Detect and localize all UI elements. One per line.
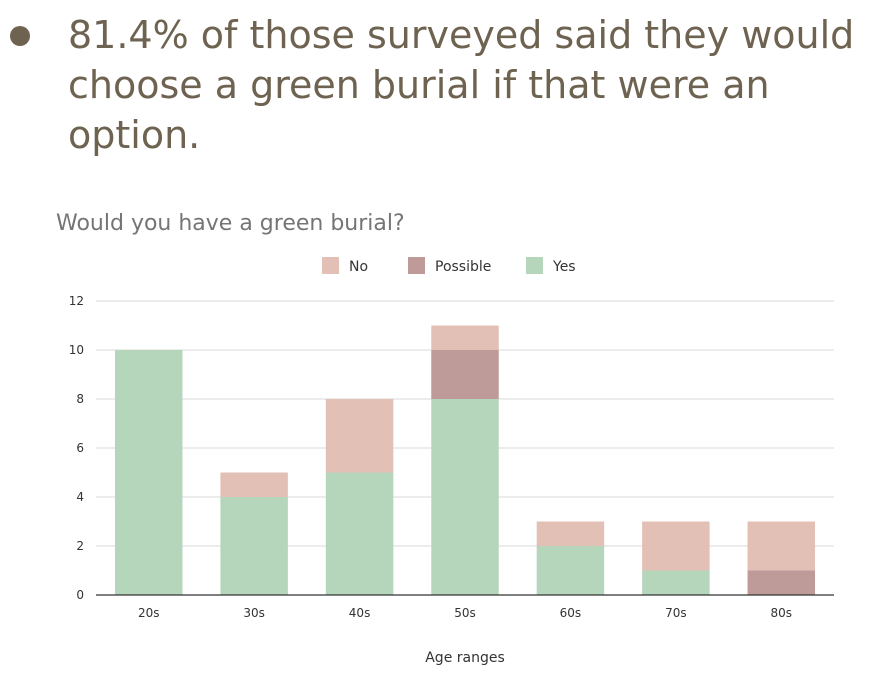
legend-label-yes: Yes (552, 259, 576, 275)
chart-svg: Would you have a green burial? No Possible… (56, 211, 834, 666)
bullet-point: 81.4% of those surveyed said they would … (0, 0, 876, 180)
y-tick-label: 0 (76, 588, 84, 602)
bar-no-60s (536, 521, 605, 546)
x-axis-title: Age ranges (425, 650, 505, 666)
bar-yes-60s (536, 546, 605, 595)
bullet-dot-icon (10, 26, 30, 46)
y-tick-label: 4 (76, 490, 84, 504)
chart-title: Would you have a green burial? (56, 211, 405, 236)
legend-swatch-possible (408, 257, 425, 274)
bar-no-50s (431, 325, 499, 350)
legend-swatch-no (322, 257, 339, 274)
x-tick-label: 30s (243, 606, 265, 620)
bar-no-30s (220, 472, 288, 497)
x-tick-label: 20s (138, 606, 160, 620)
bar-yes-20s (114, 350, 183, 595)
legend-label-possible: Possible (435, 259, 491, 275)
x-tick-label: 60s (560, 606, 582, 620)
bar-no-80s (747, 521, 816, 571)
x-tick-label: 70s (665, 606, 687, 620)
x-tick-label: 80s (771, 606, 793, 620)
y-tick-label: 12 (69, 294, 84, 308)
bar-yes-30s (220, 497, 288, 595)
legend-swatch-yes (526, 257, 543, 274)
y-tick-label: 10 (69, 343, 84, 357)
bar-possible-80s (747, 570, 816, 595)
legend-label-no: No (349, 259, 368, 275)
bar-yes-40s (325, 472, 394, 595)
bar-yes-50s (431, 399, 499, 595)
x-tick-label: 40s (349, 606, 371, 620)
y-tick-label: 2 (76, 539, 84, 553)
y-tick-label: 6 (76, 441, 84, 455)
bar-no-70s (642, 521, 710, 571)
bar-no-40s (325, 399, 394, 473)
stacked-bar-chart: Would you have a green burial? No Possible… (0, 190, 876, 690)
y-tick-label: 8 (76, 392, 84, 406)
bar-yes-70s (642, 570, 710, 595)
x-tick-label: 50s (454, 606, 476, 620)
bar-possible-50s (431, 350, 499, 399)
bullet-text: 81.4% of those surveyed said they would … (68, 13, 855, 157)
